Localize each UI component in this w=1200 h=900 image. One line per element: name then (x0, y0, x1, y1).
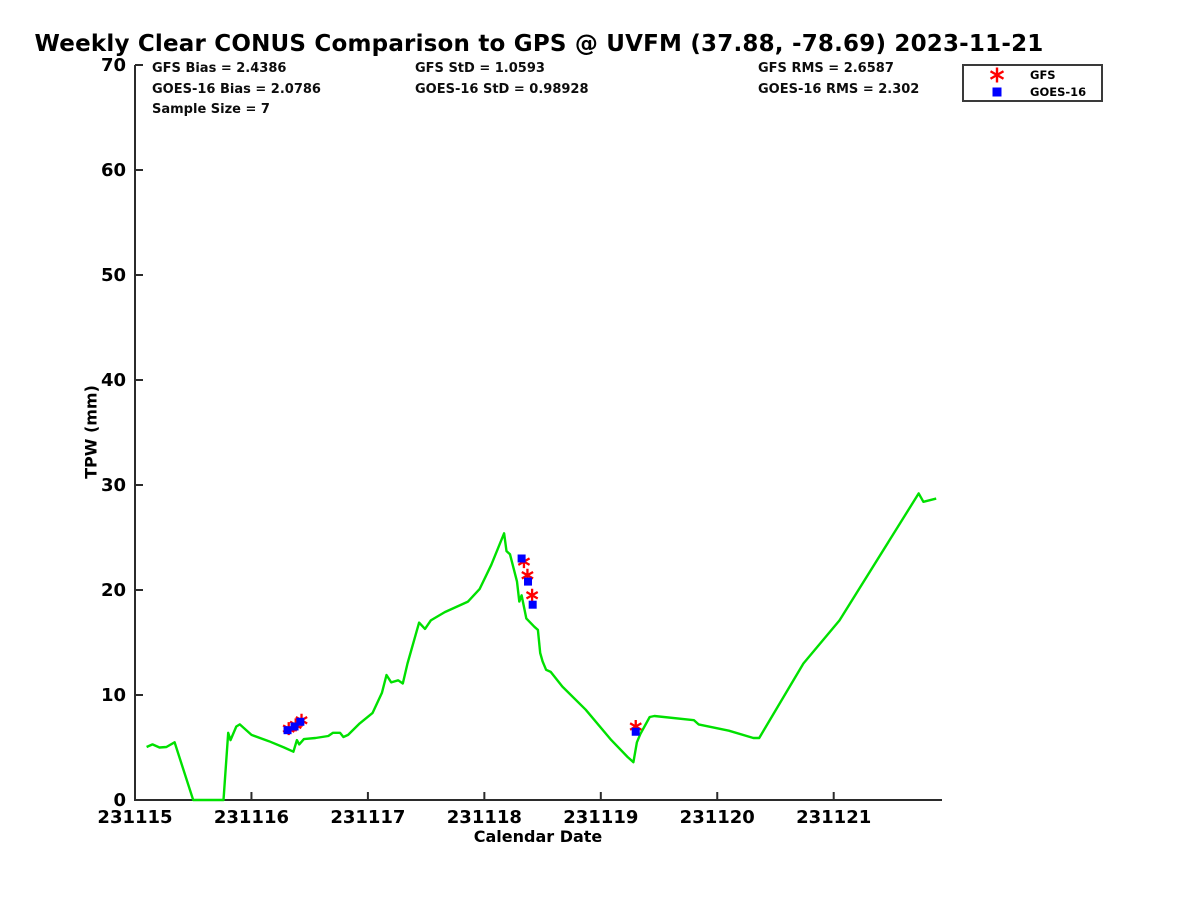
legend-row-gfs: GFS (964, 67, 1101, 83)
goes16-marker (524, 577, 533, 586)
goes16-marker (528, 600, 537, 609)
x-tick-label: 231120 (680, 807, 755, 828)
stat-gfs-rms: GFS RMS = 2.6587 (758, 61, 894, 76)
y-tick-label: 30 (101, 475, 126, 496)
x-tick-label: 231115 (97, 807, 172, 828)
y-tick-label: 10 (101, 685, 126, 706)
x-tick-label: 231116 (214, 807, 289, 828)
stat-gfs-bias: GFS Bias = 2.4386 (152, 61, 287, 76)
goes16-marker (631, 727, 640, 736)
stat-gfs-std: GFS StD = 1.0593 (415, 61, 545, 76)
y-tick-label: 20 (101, 580, 126, 601)
goes16-square-glyph (992, 87, 1002, 96)
goes16-square-icon (964, 83, 1030, 101)
x-tick-label: 231117 (330, 807, 405, 828)
legend-box: GFS GOES-16 (962, 64, 1103, 102)
stat-goes-std: GOES-16 StD = 0.98928 (415, 82, 589, 97)
y-axis-label: TPW (mm) (81, 385, 101, 479)
gps-line (146, 492, 937, 802)
goes16-marker (283, 726, 292, 735)
y-tick-label: 70 (101, 55, 126, 76)
axis-lines (134, 65, 942, 801)
stat-sample-size: Sample Size = 7 (152, 102, 270, 117)
legend-label-gfs: GFS (1030, 67, 1056, 82)
x-tick-label: 231119 (563, 807, 638, 828)
x-tick-label: 231121 (796, 807, 871, 828)
y-tick-label: 40 (101, 370, 126, 391)
goes16-marker (296, 717, 305, 726)
chart-title: Weekly Clear CONUS Comparison to GPS @ U… (34, 31, 1044, 57)
x-tick-label: 231118 (447, 807, 522, 828)
legend-label-goes16: GOES-16 (1030, 84, 1087, 99)
gfs-asterisk-glyph (989, 67, 1005, 82)
stat-goes-rms: GOES-16 RMS = 2.302 (758, 82, 920, 97)
legend-row-goes16: GOES-16 (964, 84, 1101, 100)
goes16-marker (517, 554, 526, 563)
x-axis-label: Calendar Date (473, 827, 603, 846)
goes16-marker (290, 722, 299, 731)
gfs-marker (525, 588, 539, 602)
y-tick-label: 60 (101, 160, 126, 181)
y-tick-label: 0 (113, 790, 126, 811)
stat-goes-bias: GOES-16 Bias = 2.0786 (152, 82, 321, 97)
y-tick-label: 50 (101, 265, 126, 286)
gfs-asterisk-icon (964, 66, 1030, 84)
